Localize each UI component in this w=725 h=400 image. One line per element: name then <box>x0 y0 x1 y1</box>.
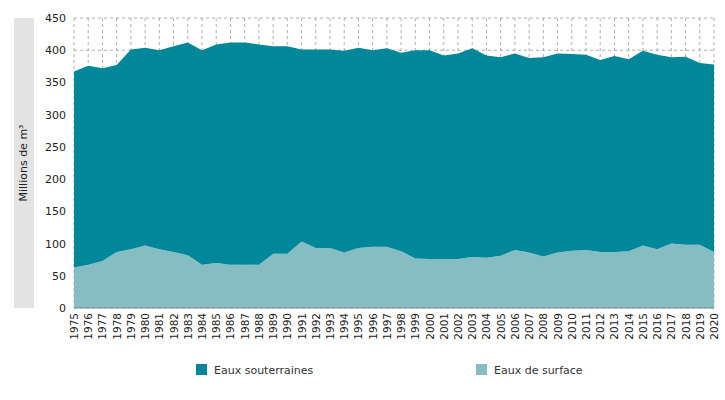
y-label-band <box>14 18 34 308</box>
x-tick-label: 1993 <box>324 313 336 340</box>
x-tick-label: 2009 <box>552 313 564 340</box>
x-tick-label: 2002 <box>452 313 464 340</box>
x-tick-label: 2005 <box>495 313 507 340</box>
x-tick-label: 1986 <box>224 313 236 340</box>
x-tick-label: 2018 <box>680 313 692 340</box>
y-tick-label: 350 <box>45 76 66 89</box>
x-tick-label: 1989 <box>267 313 279 340</box>
y-tick-label: 100 <box>45 238 66 251</box>
y-tick-label: 400 <box>45 44 66 57</box>
x-tick-label: 1985 <box>210 313 222 340</box>
x-tick-label: 1991 <box>296 313 308 340</box>
x-tick-label: 2006 <box>509 313 521 340</box>
x-tick-label: 1999 <box>409 313 421 340</box>
x-tick-label: 2014 <box>623 313 635 340</box>
x-tick-label: 1982 <box>168 313 180 340</box>
x-tick-label: 1979 <box>125 313 137 340</box>
x-tick-label: 2001 <box>438 313 450 340</box>
x-tick-label: 2019 <box>694 313 706 340</box>
y-tick-label: 50 <box>52 270 66 283</box>
x-tick-label: 1981 <box>153 313 165 340</box>
grid <box>74 18 714 308</box>
x-axis <box>74 308 714 309</box>
x-tick-label: 2000 <box>424 313 436 340</box>
x-tick-label: 2011 <box>580 313 592 340</box>
x-tick-label: 2012 <box>594 313 606 340</box>
x-tick-label: 1996 <box>367 313 379 340</box>
x-tick-label: 1992 <box>310 313 322 340</box>
y-grid-line <box>74 18 714 19</box>
x-tick-label: 1990 <box>281 313 293 340</box>
y-tick-label: 0 <box>59 302 66 315</box>
y-tick-label: 300 <box>45 109 66 122</box>
legend-label: Eaux de surface <box>494 364 583 377</box>
y-tick-label: 150 <box>45 205 66 218</box>
legend-swatch <box>476 364 487 375</box>
y-axis-label: Millions de m³ <box>17 124 30 201</box>
legend-label: Eaux souterraines <box>214 364 314 377</box>
chart: Millions de m³ 0 50 100 150 200 250 300 350 400 45… <box>0 0 725 400</box>
x-tick-label: 1980 <box>139 313 151 340</box>
y-tick-label: 200 <box>45 173 66 186</box>
x-tick-label: 1976 <box>82 313 94 340</box>
x-tick-label: 1988 <box>253 313 265 340</box>
area <box>74 42 714 267</box>
x-tick-label: 1994 <box>338 313 350 340</box>
x-tick-label: 1983 <box>182 313 194 340</box>
x-tick-label: 2017 <box>665 313 677 340</box>
x-tick-label: 2008 <box>537 313 549 340</box>
legend: Eaux souterraines Eaux de surface <box>196 364 583 377</box>
y-grid-line <box>74 308 714 309</box>
y-tick-label: 250 <box>45 141 66 154</box>
x-tick-label: 1998 <box>395 313 407 340</box>
legend-swatch <box>196 364 207 375</box>
x-tick-label: 1978 <box>111 313 123 340</box>
y-tick-label: 450 <box>45 12 66 25</box>
x-tick-label: 2004 <box>480 313 492 340</box>
areas <box>74 42 714 308</box>
x-tick-label: 1997 <box>381 313 393 340</box>
x-tick-label: 1987 <box>239 313 251 340</box>
x-tick-label: 2020 <box>708 313 720 340</box>
x-tick-label: 2007 <box>523 313 535 340</box>
x-tick-label: 1984 <box>196 313 208 340</box>
x-tick-label: 2015 <box>637 313 649 340</box>
x-tick-label: 2013 <box>608 313 620 340</box>
x-tick-label: 1975 <box>68 313 80 340</box>
x-tick-label: 2010 <box>566 313 578 340</box>
x-tick-label: 2003 <box>466 313 478 340</box>
x-tick-label: 1995 <box>352 313 364 340</box>
x-tick-label: 1977 <box>96 313 108 340</box>
x-tick-label: 2016 <box>651 313 663 340</box>
